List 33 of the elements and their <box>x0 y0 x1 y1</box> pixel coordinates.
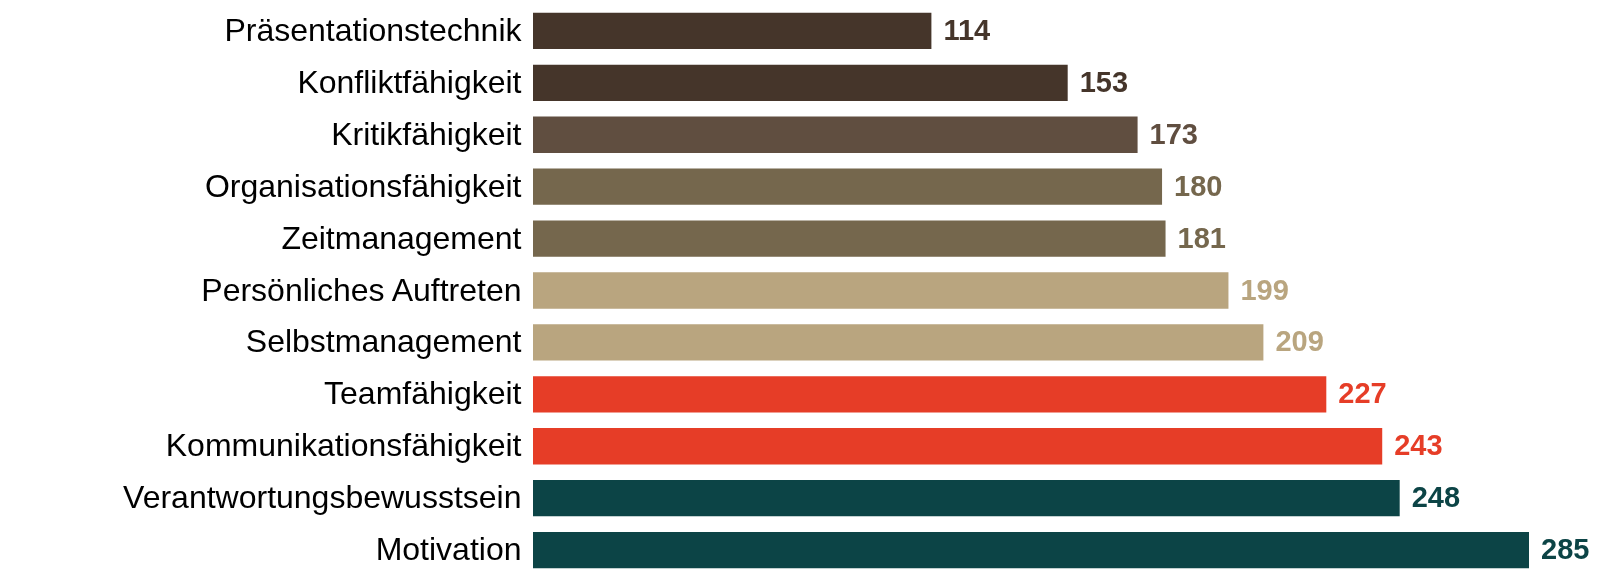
bar <box>533 272 1229 309</box>
data-label: 209 <box>1275 325 1324 358</box>
y-tick-label: Teamfähigkeit <box>324 375 522 412</box>
data-label: 173 <box>1149 117 1198 150</box>
bar <box>533 168 1163 205</box>
bar <box>533 428 1383 465</box>
y-tick-label: Motivation <box>375 531 522 568</box>
y-tick-label: Persönliches Auftreten <box>201 271 522 308</box>
bar <box>533 116 1138 153</box>
data-label: 285 <box>1541 533 1590 566</box>
y-tick-label: Kritikfähigkeit <box>331 115 522 152</box>
data-label: 153 <box>1079 65 1129 98</box>
data-label: 114 <box>943 13 991 46</box>
bar <box>533 12 932 50</box>
bar <box>533 376 1327 413</box>
y-tick-label: Konfliktfähigkeit <box>297 63 522 100</box>
bar <box>533 479 1400 517</box>
bar <box>533 531 1529 569</box>
bar <box>533 324 1264 361</box>
data-label: 248 <box>1411 481 1461 514</box>
data-label: 227 <box>1338 377 1387 410</box>
bar <box>533 220 1166 257</box>
y-tick-label: Selbstmanagement <box>245 323 522 360</box>
y-tick-label: Organisationsfähigkeit <box>204 167 522 204</box>
bar <box>533 64 1068 102</box>
data-label: 199 <box>1240 273 1289 306</box>
data-label: 181 <box>1177 221 1226 254</box>
data-label: 180 <box>1174 169 1223 202</box>
y-tick-label: Verantwortungsbewusstsein <box>123 479 522 516</box>
y-tick-label: Kommunikationsfähigkeit <box>165 427 522 464</box>
y-tick-label: Präsentationstechnik <box>224 11 523 48</box>
y-tick-label: Zeitmanagement <box>281 219 522 256</box>
data-label: 243 <box>1394 429 1443 462</box>
